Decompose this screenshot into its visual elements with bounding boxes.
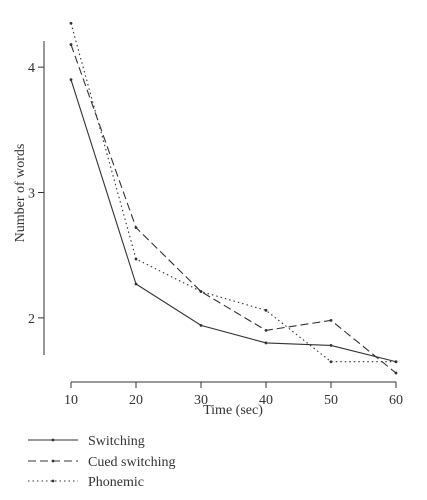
y-axis-title: Number of words [13, 144, 28, 243]
data-point-cued-switching [394, 371, 398, 375]
data-point-cued-switching [69, 43, 73, 46]
data-point-cued-switching [264, 328, 268, 332]
data-point-switching [199, 323, 203, 327]
data-point-cued-switching [329, 318, 333, 322]
legend-marker-cued-switching [51, 459, 55, 463]
legend-marker-phonemic [51, 479, 55, 483]
data-point-switching [134, 282, 138, 286]
series-line-switching [70, 79, 397, 363]
y-tick-label: 4 [28, 61, 35, 76]
data-point-phonemic [264, 308, 268, 312]
series-phonemic [69, 21, 398, 364]
series-switching [69, 78, 398, 364]
series-line-cued-switching [70, 44, 397, 374]
series-line-phonemic [70, 23, 396, 363]
x-tick-label: 40 [259, 393, 273, 408]
y-axis: 2 3 4 [28, 41, 45, 355]
series-cued-switching [69, 43, 398, 375]
legend-item-cued-switching: Cued switching [28, 455, 176, 470]
data-point-phonemic [329, 360, 333, 364]
x-tick-label: 30 [194, 393, 208, 408]
data-point-phonemic [134, 257, 138, 261]
series-group [69, 21, 398, 375]
data-point-phonemic [394, 360, 398, 364]
data-point-phonemic [199, 290, 203, 293]
data-point-switching [329, 344, 333, 347]
y-tick-label: 3 [28, 187, 35, 202]
data-point-phonemic [69, 21, 73, 25]
legend: Switching Cued switching Phonemic [28, 434, 176, 490]
data-point-switching [69, 78, 73, 82]
x-axis-title: Time (sec) [203, 403, 263, 418]
legend-label-switching: Switching [88, 434, 145, 449]
x-tick-label: 20 [129, 393, 143, 408]
x-tick-label: 60 [389, 393, 403, 408]
legend-label-cued-switching: Cued switching [88, 455, 176, 470]
data-point-cued-switching [134, 226, 138, 230]
legend-item-phonemic: Phonemic [28, 475, 144, 490]
legend-item-switching: Switching [28, 434, 145, 449]
x-axis: 10 20 30 40 50 60 [64, 381, 403, 408]
x-tick-label: 10 [64, 393, 78, 408]
legend-label-phonemic: Phonemic [88, 475, 144, 490]
x-tick-label: 50 [324, 393, 338, 408]
legend-marker-switching [51, 438, 55, 442]
y-tick-label: 2 [28, 312, 35, 327]
data-point-switching [264, 341, 268, 345]
